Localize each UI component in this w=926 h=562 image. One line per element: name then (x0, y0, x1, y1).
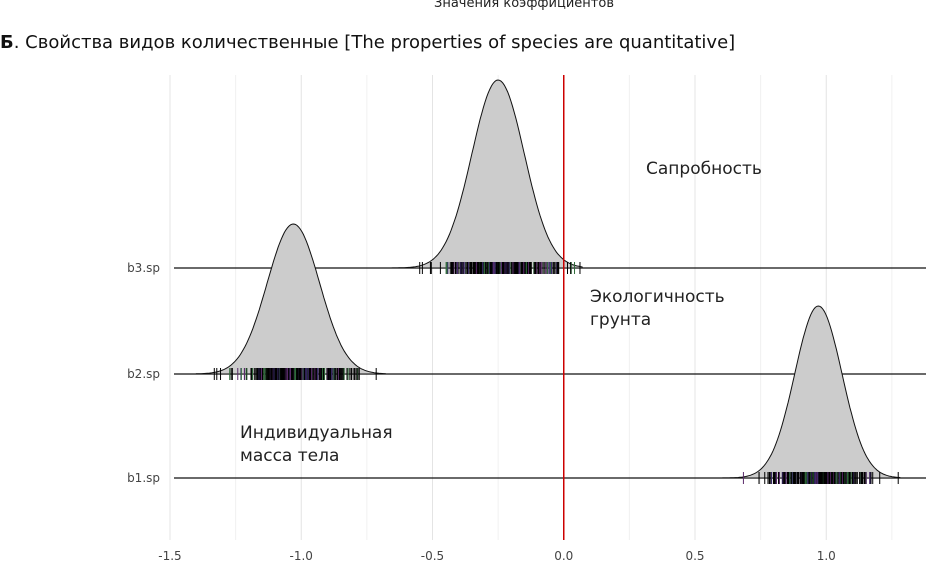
series-annotation: Сапробность (646, 159, 762, 179)
series-annotation: Экологичность (590, 287, 725, 307)
panel-title: Б. Свойства видов количественные [The pr… (0, 32, 735, 53)
density-curve (195, 223, 386, 375)
x-tick-label: -0.5 (421, 549, 444, 562)
y-tick-label: b3.sp (127, 261, 160, 275)
panel-title-text: . Свойства видов количественные [The pro… (13, 32, 736, 53)
y-tick-label: b2.sp (127, 367, 160, 381)
series-annotation: грунта (590, 310, 651, 330)
series-annotation: масса тела (240, 446, 339, 466)
x-tick-label: -1.0 (290, 549, 313, 562)
density-curve (387, 79, 583, 269)
x-tick-label: -1.5 (158, 549, 181, 562)
top-axis-title-text: Значения коэффициентов (434, 0, 614, 11)
x-tick-label: 0.5 (685, 549, 704, 562)
x-tick-label: 0.0 (554, 549, 573, 562)
y-tick-label: b1.sp (127, 471, 160, 485)
x-tick-label: 1.0 (817, 549, 836, 562)
panel-letter: Б (0, 32, 14, 53)
density-curve (718, 305, 901, 479)
series-annotation: Индивидуальная (240, 423, 393, 443)
